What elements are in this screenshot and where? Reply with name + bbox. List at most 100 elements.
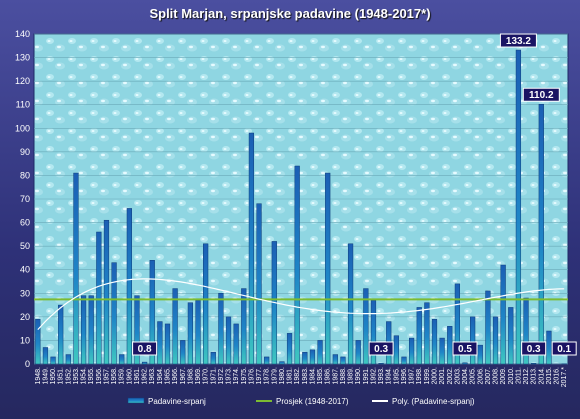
x-tick-label: 1967. bbox=[180, 367, 187, 385]
svg-text:0.1: 0.1 bbox=[557, 344, 571, 355]
bar bbox=[447, 326, 453, 365]
data-label: 0.5 bbox=[452, 341, 478, 356]
x-tick-label: 1969. bbox=[195, 367, 202, 385]
bar bbox=[134, 295, 140, 365]
y-tick-label: 110 bbox=[16, 100, 30, 110]
bar bbox=[286, 333, 293, 365]
bar bbox=[477, 344, 483, 365]
trend-line bbox=[37, 278, 565, 331]
data-label: 0.3 bbox=[521, 341, 547, 356]
bar bbox=[96, 231, 102, 365]
bar bbox=[241, 288, 247, 365]
legend-item: Poly. (Padavine-srpanj) bbox=[372, 397, 475, 406]
x-tick-label: 1962. bbox=[142, 367, 149, 385]
x-tick-label: 1996. bbox=[401, 367, 408, 385]
x-tick-label: 1998. bbox=[416, 367, 423, 385]
x-tick-label: 2000. bbox=[432, 367, 439, 385]
x-tick-label: 2004. bbox=[462, 367, 469, 385]
x-tick-label: 2013. bbox=[531, 367, 538, 385]
x-tick-label: 1961. bbox=[134, 367, 141, 385]
x-tick-label: 1991. bbox=[363, 367, 370, 385]
gridlines bbox=[34, 33, 568, 365]
x-tick-label: 2003. bbox=[454, 367, 461, 385]
bar bbox=[378, 363, 384, 365]
x-tick-label: 1981. bbox=[287, 367, 294, 385]
x-tick-label: 1994. bbox=[386, 367, 393, 385]
y-tick-label: 90 bbox=[20, 147, 30, 157]
data-label: 133.2 bbox=[499, 33, 537, 48]
x-tick-label: 2007. bbox=[485, 367, 492, 385]
x-tick-label: 2017.* bbox=[561, 367, 568, 388]
bar bbox=[73, 172, 79, 365]
x-tick-label: 1980. bbox=[279, 367, 286, 385]
x-tick-label: 1968. bbox=[187, 367, 194, 385]
x-tick-label: 1960. bbox=[126, 367, 133, 385]
bar bbox=[88, 295, 94, 365]
bar bbox=[225, 316, 232, 365]
lines bbox=[34, 278, 568, 331]
x-tick-label: 1949. bbox=[42, 367, 49, 385]
y-tick-label: 70 bbox=[20, 194, 30, 204]
x-tick-label: 1990. bbox=[355, 367, 362, 385]
x-tick-label: 1989. bbox=[348, 367, 355, 385]
data-label: 0.3 bbox=[368, 341, 394, 356]
x-tick-label: 1957. bbox=[103, 367, 110, 385]
x-tick-label: 1971. bbox=[210, 367, 217, 385]
x-tick-label: 1955. bbox=[88, 367, 95, 385]
bar bbox=[523, 297, 529, 365]
bar bbox=[462, 362, 468, 365]
bar bbox=[256, 203, 262, 365]
svg-text:0.8: 0.8 bbox=[138, 344, 152, 355]
bar bbox=[439, 337, 445, 365]
bar bbox=[508, 307, 514, 365]
y-tick-label: 50 bbox=[20, 241, 30, 251]
bar bbox=[408, 337, 415, 365]
x-tick-label: 1982. bbox=[294, 367, 301, 385]
svg-text:Padavine-srpanj: Padavine-srpanj bbox=[148, 397, 206, 406]
bar bbox=[485, 290, 491, 365]
x-tick-label: 2005. bbox=[470, 367, 477, 385]
bar bbox=[500, 264, 506, 365]
bar bbox=[180, 340, 186, 365]
bar bbox=[515, 49, 522, 365]
bar bbox=[210, 351, 216, 365]
x-tick-label: 1948. bbox=[35, 367, 42, 385]
x-tick-label: 1979. bbox=[271, 367, 278, 385]
y-axis-ticks: 0 10 20 30 40 50 60 70 80 90 100 110 120 130 140 bbox=[15, 29, 30, 369]
x-tick-label: 2016. bbox=[554, 367, 561, 385]
y-tick-label: 100 bbox=[15, 123, 30, 133]
y-tick-label: 80 bbox=[20, 170, 30, 180]
x-tick-label: 2008. bbox=[493, 367, 500, 385]
x-tick-label: 2012. bbox=[523, 367, 530, 385]
y-tick-label: 30 bbox=[20, 288, 30, 298]
svg-text:133.2: 133.2 bbox=[506, 36, 531, 47]
bar bbox=[42, 347, 49, 365]
bar bbox=[401, 356, 407, 365]
bar bbox=[157, 321, 163, 365]
y-tick-label: 20 bbox=[20, 312, 30, 322]
x-tick-label: 1963. bbox=[149, 367, 156, 385]
legend: Padavine-srpanj Prosjek (1948-2017) Poly. … bbox=[127, 397, 475, 406]
x-tick-label: 1954. bbox=[81, 367, 88, 385]
x-tick-label: 2011. bbox=[515, 367, 522, 384]
x-tick-label: 1950. bbox=[50, 367, 57, 385]
svg-text:Poly. (Padavine-srpanj): Poly. (Padavine-srpanj) bbox=[392, 397, 475, 406]
bar bbox=[172, 288, 178, 365]
x-tick-label: 1992. bbox=[370, 367, 377, 385]
bar bbox=[317, 340, 323, 365]
x-tick-label: 1951. bbox=[58, 367, 65, 385]
x-tick-label: 1953. bbox=[73, 367, 80, 385]
svg-text:0.3: 0.3 bbox=[374, 344, 388, 355]
x-tick-label: 2009. bbox=[500, 367, 507, 385]
bar bbox=[363, 288, 369, 365]
bar bbox=[538, 103, 544, 365]
x-tick-label: 1984. bbox=[309, 367, 316, 385]
data-label: 110.2 bbox=[522, 87, 560, 102]
x-tick-label: 1958. bbox=[111, 367, 118, 385]
y-tick-label: 0 bbox=[25, 359, 30, 369]
y-tick-label: 140 bbox=[15, 29, 30, 39]
x-tick-label: 1997. bbox=[409, 367, 416, 385]
bar bbox=[203, 243, 209, 365]
